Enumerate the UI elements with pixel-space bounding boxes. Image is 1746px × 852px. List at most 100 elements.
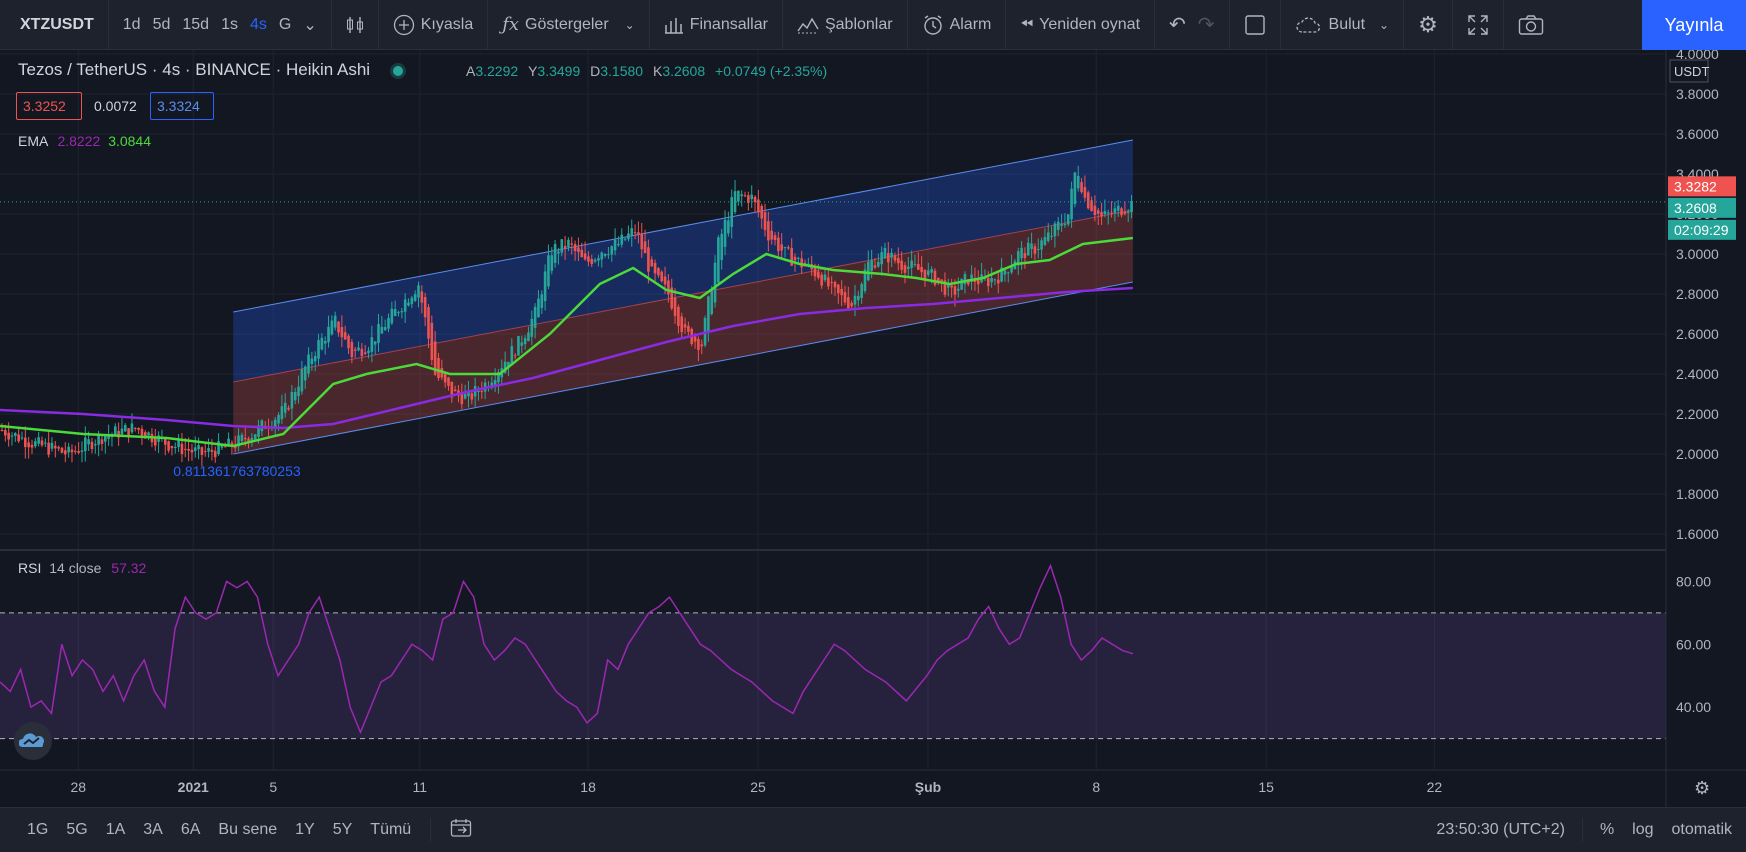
candle-body — [850, 302, 853, 307]
log-toggle[interactable]: log — [1632, 821, 1654, 838]
candle-body — [460, 393, 464, 405]
layout-icon[interactable] — [1238, 14, 1272, 36]
rsi-tick: 80.00 — [1676, 573, 1711, 589]
cloud-button[interactable]: Bulut ⌄ — [1289, 16, 1396, 34]
undo-icon[interactable]: ↶ — [1169, 14, 1186, 36]
candle-body — [910, 260, 913, 268]
candle-body — [723, 219, 727, 247]
candle-body — [877, 261, 880, 267]
symbol-search[interactable]: XTZUSDT — [20, 15, 94, 33]
indicators-button[interactable]: ƒx Göstergeler ⌄ — [496, 14, 640, 35]
range-3[interactable]: 3A — [143, 821, 163, 838]
candle-body — [667, 280, 670, 295]
candle-body — [363, 352, 367, 354]
candle-body — [620, 234, 624, 245]
candle-body — [663, 276, 667, 285]
gear-icon[interactable]: ⚙ — [1418, 11, 1438, 37]
replay-button[interactable]: ⏪︎ Yeniden oynat — [1014, 16, 1146, 34]
candle-body — [773, 235, 777, 241]
candle-body — [647, 247, 650, 272]
candle-body — [946, 283, 950, 288]
range-1[interactable]: 5G — [66, 821, 88, 838]
candle-body — [173, 446, 177, 448]
publish-button[interactable]: Yayınla — [1642, 0, 1746, 50]
candle-body — [883, 247, 887, 259]
interval-1d[interactable]: 1d — [122, 15, 141, 33]
candle-body — [70, 449, 74, 453]
interval-4s[interactable]: 4s — [249, 15, 267, 33]
candle-body — [1116, 205, 1120, 211]
compare-button[interactable]: Kıyasla — [387, 14, 479, 36]
candle-body — [587, 256, 590, 262]
candle-body — [107, 435, 110, 439]
time-tick: 25 — [750, 779, 766, 795]
interval-15d[interactable]: 15d — [182, 15, 210, 33]
range-buttons: 1G 5G 1A 3A 6A Bu sene 1Y 5Y Tümü — [0, 821, 420, 839]
tradingview-logo[interactable] — [14, 722, 52, 760]
clock-time[interactable]: 23:50:30 (UTC+2) — [1436, 821, 1565, 838]
candle-body — [907, 266, 910, 270]
settings-group: ⚙ — [1404, 0, 1453, 49]
axis-settings-icon[interactable]: ⚙ — [1694, 778, 1710, 799]
candle-body — [130, 423, 134, 433]
candle-body — [760, 205, 763, 219]
candle-body — [930, 268, 933, 273]
candle-body — [570, 243, 574, 245]
candle-body — [1000, 267, 1003, 282]
cloud-group: Bulut ⌄ — [1281, 0, 1405, 49]
interval-G[interactable]: G — [278, 15, 292, 33]
range-6[interactable]: 1Y — [295, 821, 315, 838]
financials-button[interactable]: Finansallar — [658, 16, 774, 34]
bid-box[interactable]: 3.3252 — [16, 92, 82, 120]
candle-body — [867, 261, 870, 281]
candle-body — [217, 441, 220, 455]
range-0[interactable]: 1G — [27, 821, 49, 838]
candle-body — [543, 271, 547, 302]
symbol-group: XTZUSDT — [0, 0, 109, 49]
percent-toggle[interactable]: % — [1599, 821, 1615, 838]
candle-body — [133, 427, 137, 429]
candle-body — [1043, 237, 1047, 245]
candle-body — [926, 270, 930, 275]
range-4[interactable]: 6A — [180, 821, 201, 838]
candle-body — [660, 271, 664, 282]
countdown-label-bg — [1668, 219, 1736, 240]
ask-box[interactable]: 3.3324 — [150, 92, 214, 120]
range-2[interactable]: 1A — [105, 821, 126, 838]
templates-label: Şablonlar — [824, 15, 893, 33]
candle-body — [353, 349, 357, 351]
interval-5d[interactable]: 5d — [152, 15, 171, 33]
alarm-button[interactable]: Alarm — [916, 14, 998, 36]
chevron-down-icon[interactable]: ⌄ — [303, 16, 317, 34]
candle-body — [1103, 211, 1107, 215]
auto-toggle[interactable]: otomatik — [1671, 821, 1732, 838]
candle-body — [993, 279, 997, 281]
fullscreen-icon[interactable] — [1461, 14, 1495, 36]
candle-body — [7, 432, 10, 440]
chart-canvas[interactable]: 0.8113617637802534.00003.80003.60003.400… — [0, 50, 1746, 807]
camera-icon[interactable] — [1512, 14, 1550, 36]
candles-icon[interactable] — [340, 15, 370, 35]
candle-body — [833, 282, 837, 288]
candle-body — [1113, 208, 1117, 214]
goto-date-icon[interactable] — [441, 818, 481, 843]
candle-body — [717, 237, 720, 283]
candle-body — [986, 278, 990, 287]
range-8[interactable]: Tümü — [370, 821, 412, 838]
compare-label: Kıyasla — [420, 15, 474, 33]
range-7[interactable]: 5Y — [332, 821, 353, 838]
candle-body — [64, 450, 67, 455]
candle-body — [430, 322, 434, 360]
fx-icon: ƒx — [502, 14, 520, 35]
candle-body — [1006, 272, 1010, 274]
templates-button[interactable]: Şablonlar — [791, 16, 899, 34]
candle-body — [727, 220, 730, 234]
candle-body — [437, 358, 440, 379]
interval-1s[interactable]: 1s — [221, 15, 238, 33]
undo-group: ↶ ↷ — [1155, 0, 1230, 49]
chevron-down-icon: ⌄ — [624, 17, 635, 32]
candle-body — [450, 381, 454, 398]
candle-body — [477, 390, 480, 392]
redo-icon[interactable]: ↷ — [1197, 14, 1215, 36]
range-5[interactable]: Bu sene — [218, 821, 278, 838]
